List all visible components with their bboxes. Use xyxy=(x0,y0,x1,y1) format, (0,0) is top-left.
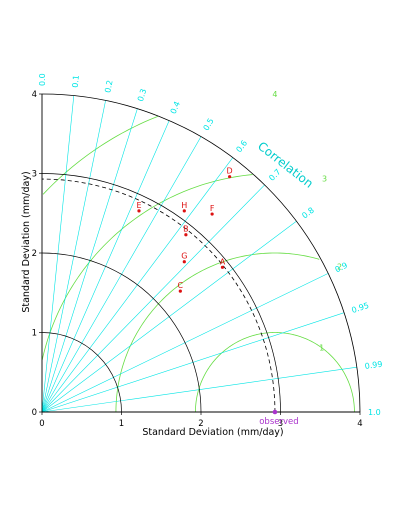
point-F xyxy=(210,212,214,216)
point-label-C: C xyxy=(178,281,184,290)
correlation-tick-label: 0.6 xyxy=(234,139,249,155)
observed-std-arc xyxy=(41,178,276,413)
point-label-B: B xyxy=(183,225,189,234)
rms-label-4: 4 xyxy=(272,90,277,99)
point-D xyxy=(228,175,232,179)
rms-arc-1 xyxy=(195,332,355,412)
point-H xyxy=(182,209,186,213)
point-B xyxy=(184,233,188,237)
correlation-tick-label: 0.0 xyxy=(38,73,47,86)
std-arcs xyxy=(41,93,361,413)
x-tick-label: 1 xyxy=(119,419,124,429)
rms-arcs: 1 2 3 4 xyxy=(42,90,355,412)
y-tick-label: 2 xyxy=(32,249,37,259)
rms-label-2: 2 xyxy=(337,263,342,272)
rms-arc-3 xyxy=(42,174,253,361)
y-tick-label: 1 xyxy=(32,329,37,339)
correlation-tick-label: 1.0 xyxy=(368,408,381,417)
correlation-tick-label: 0.9 xyxy=(334,261,349,275)
axes: 00 1 1 2 2 3 3 4 4 xyxy=(32,90,363,429)
point-A xyxy=(220,265,225,269)
correlation-arc-label: Correlation xyxy=(255,139,316,191)
x-tick-label: 0 xyxy=(39,419,44,429)
correlation-tick-label: 0.8 xyxy=(300,206,316,221)
y-tick-label: 4 xyxy=(32,90,37,100)
point-E xyxy=(137,209,141,213)
y-axis-label: Standard Deviation (mm/day) xyxy=(21,171,32,312)
x-axis-label: Standard Deviation (mm/day) xyxy=(142,427,283,438)
x-tick-label: 4 xyxy=(357,419,362,429)
std-arc-1 xyxy=(41,332,122,413)
point-C xyxy=(178,289,182,293)
point-label-H: H xyxy=(181,201,187,210)
rms-label-1: 1 xyxy=(319,344,324,353)
correlation-tick-label: 0.95 xyxy=(350,301,370,315)
rms-label-3: 3 xyxy=(322,175,327,184)
x-tick-label: 3 xyxy=(278,419,283,429)
correlation-tick-label: 0.3 xyxy=(136,88,148,103)
rms-arc-4 xyxy=(42,115,159,195)
point-label-D: D xyxy=(227,167,233,176)
point-G xyxy=(182,260,186,264)
std-arc-3 xyxy=(41,173,281,413)
correlation-tick-label: 0.99 xyxy=(364,360,383,371)
model-points: observed A B C D E F G H xyxy=(136,167,298,427)
x-tick-label: 2 xyxy=(198,419,203,429)
correlation-tick-label: 0.4 xyxy=(169,100,182,115)
std-arc-2 xyxy=(41,252,202,413)
correlation-tick-label: 0.2 xyxy=(103,79,114,93)
y-tick-label: 0 xyxy=(32,408,37,418)
rms-arc-2 xyxy=(115,252,320,412)
point-label-G: G xyxy=(181,252,187,261)
point-label-E: E xyxy=(136,201,141,210)
observed-label: observed xyxy=(259,417,298,427)
correlation-tick-label: 0.5 xyxy=(202,117,216,133)
point-label-F: F xyxy=(210,204,215,213)
point-label-A: A xyxy=(220,257,226,266)
observed-point xyxy=(272,409,278,415)
correlation-tick-label: 0.1 xyxy=(71,75,81,89)
std-arc-4 xyxy=(41,93,361,413)
y-tick-label: 3 xyxy=(32,170,37,180)
